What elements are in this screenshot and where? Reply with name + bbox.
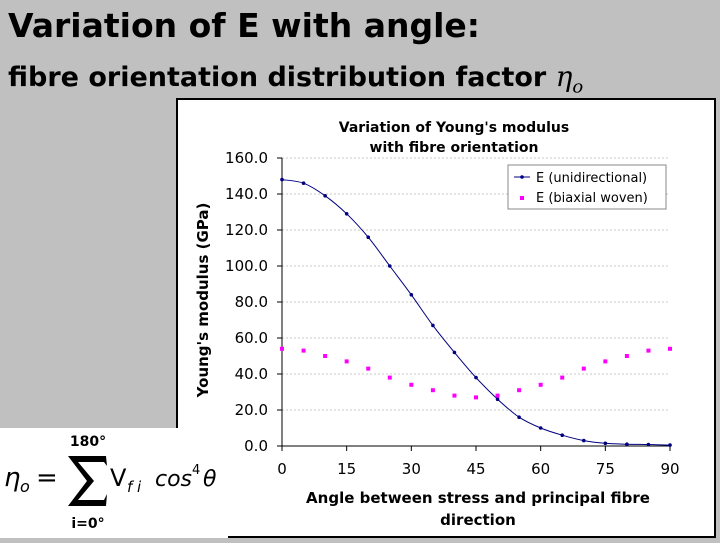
data-point-biaxial — [474, 395, 478, 400]
x-axis-label-line-1: Angle between stress and principal fibre — [306, 489, 650, 507]
data-point-unidirectional — [668, 443, 672, 447]
y-tick-labels: 0.0 20.0 40.0 60.0 80.0 100.0 120.0 140.0 160.0 — [225, 149, 268, 455]
data-point-unidirectional — [560, 433, 565, 438]
legend-marker-unidirectional — [520, 175, 524, 179]
y-tick-label: 140.0 — [225, 185, 268, 203]
data-point-biaxial — [495, 393, 500, 398]
x-tick-label: 30 — [402, 460, 421, 478]
formula-v: V — [110, 464, 127, 492]
data-point-biaxial — [323, 354, 328, 358]
formula-eta: η — [4, 463, 20, 493]
data-point-biaxial — [280, 346, 284, 351]
formula-cos: cos — [155, 467, 192, 492]
data-series — [280, 177, 672, 447]
y-tick-label: 100.0 — [225, 257, 268, 275]
subtitle-text: fibre orientation distribution factor — [8, 62, 547, 93]
formula-eta-sub: o — [20, 477, 30, 496]
legend-box — [507, 164, 667, 210]
data-point-biaxial — [430, 388, 435, 393]
x-tick-label: 45 — [466, 460, 485, 478]
data-point-unidirectional — [409, 293, 414, 297]
legend-marker-biaxial — [520, 196, 524, 200]
x-tick-label: 0 — [277, 460, 287, 478]
data-point-unidirectional — [625, 442, 629, 447]
formula-sum-lower: i=0° — [71, 516, 104, 532]
y-axis-label: Young's modulus (GPa) — [194, 203, 212, 399]
data-point-unidirectional — [646, 442, 651, 447]
summation-sign — [68, 456, 107, 506]
slide-title: Variation of E with angle: — [8, 6, 480, 45]
data-point-unidirectional — [387, 264, 392, 268]
formula-sum-upper: 180° — [70, 434, 106, 450]
chart-title-line-2: with fibre orientation — [370, 140, 539, 156]
x-tick-labels: 0 15 30 45 60 75 90 — [277, 460, 679, 478]
y-tick-label: 80.0 — [235, 293, 268, 311]
data-point-unidirectional — [581, 438, 586, 443]
data-point-unidirectional — [495, 397, 500, 402]
legend-label-unidirectional: E (unidirectional) — [536, 171, 647, 186]
formula-power: 4 — [192, 463, 200, 478]
data-point-unidirectional — [538, 426, 543, 430]
data-point-unidirectional — [366, 235, 371, 239]
x-axis-label-line-2: direction — [440, 511, 516, 529]
data-point-biaxial — [560, 375, 565, 380]
data-point-biaxial — [603, 359, 608, 364]
data-point-biaxial — [538, 382, 543, 387]
data-point-unidirectional — [517, 415, 521, 420]
orientation-factor-formula: η o = 180° i=0° V f i cos 4 θ — [0, 428, 228, 538]
data-point-unidirectional — [323, 194, 327, 198]
formula-v-sub: f i — [127, 478, 142, 496]
data-point-biaxial — [409, 382, 414, 387]
data-point-biaxial — [517, 388, 522, 393]
data-point-biaxial — [581, 366, 586, 371]
data-point-biaxial — [452, 393, 457, 398]
data-point-unidirectional — [431, 323, 435, 328]
data-point-biaxial — [387, 375, 392, 380]
y-tick-label: 40.0 — [235, 365, 268, 383]
data-point-biaxial — [301, 348, 306, 353]
grid-lines — [282, 157, 670, 411]
data-point-unidirectional — [280, 177, 284, 182]
y-tick-label: 160.0 — [225, 149, 268, 167]
data-point-unidirectional — [301, 181, 306, 185]
data-point-biaxial — [646, 348, 651, 353]
series-line-0 — [281, 179, 671, 446]
y-tick-label: 120.0 — [225, 221, 268, 239]
y-tick-label: 60.0 — [235, 329, 268, 347]
formula-theta: θ — [203, 467, 217, 492]
data-point-unidirectional — [603, 441, 608, 446]
x-tick-label: 90 — [660, 460, 679, 478]
data-point-biaxial — [668, 346, 672, 351]
x-tick-label: 15 — [337, 460, 356, 478]
data-point-biaxial — [344, 359, 349, 364]
formula-equals: = — [36, 463, 58, 493]
slide-subtitle: fibre orientation distribution factor ηo — [8, 60, 583, 98]
eta-symbol: ηo — [555, 60, 584, 98]
x-tick-label: 60 — [531, 460, 550, 478]
chart-panel: Variation of Young's modulus with fibre … — [176, 98, 716, 538]
y-tick-label: 20.0 — [235, 401, 268, 419]
data-point-unidirectional — [344, 212, 349, 216]
legend-label-biaxial: E (biaxial woven) — [536, 191, 648, 206]
axes — [277, 157, 671, 451]
x-tick-label: 75 — [596, 460, 615, 478]
y-tick-label: 0.0 — [244, 437, 268, 455]
data-point-biaxial — [624, 354, 629, 358]
young-modulus-chart: Variation of Young's modulus with fibre … — [194, 120, 680, 529]
chart-title-line-1: Variation of Young's modulus — [339, 120, 569, 136]
data-point-biaxial — [366, 366, 371, 371]
data-point-unidirectional — [474, 375, 478, 380]
data-point-unidirectional — [452, 350, 457, 355]
legend: E (unidirectional) E (biaxial woven) — [507, 164, 667, 210]
